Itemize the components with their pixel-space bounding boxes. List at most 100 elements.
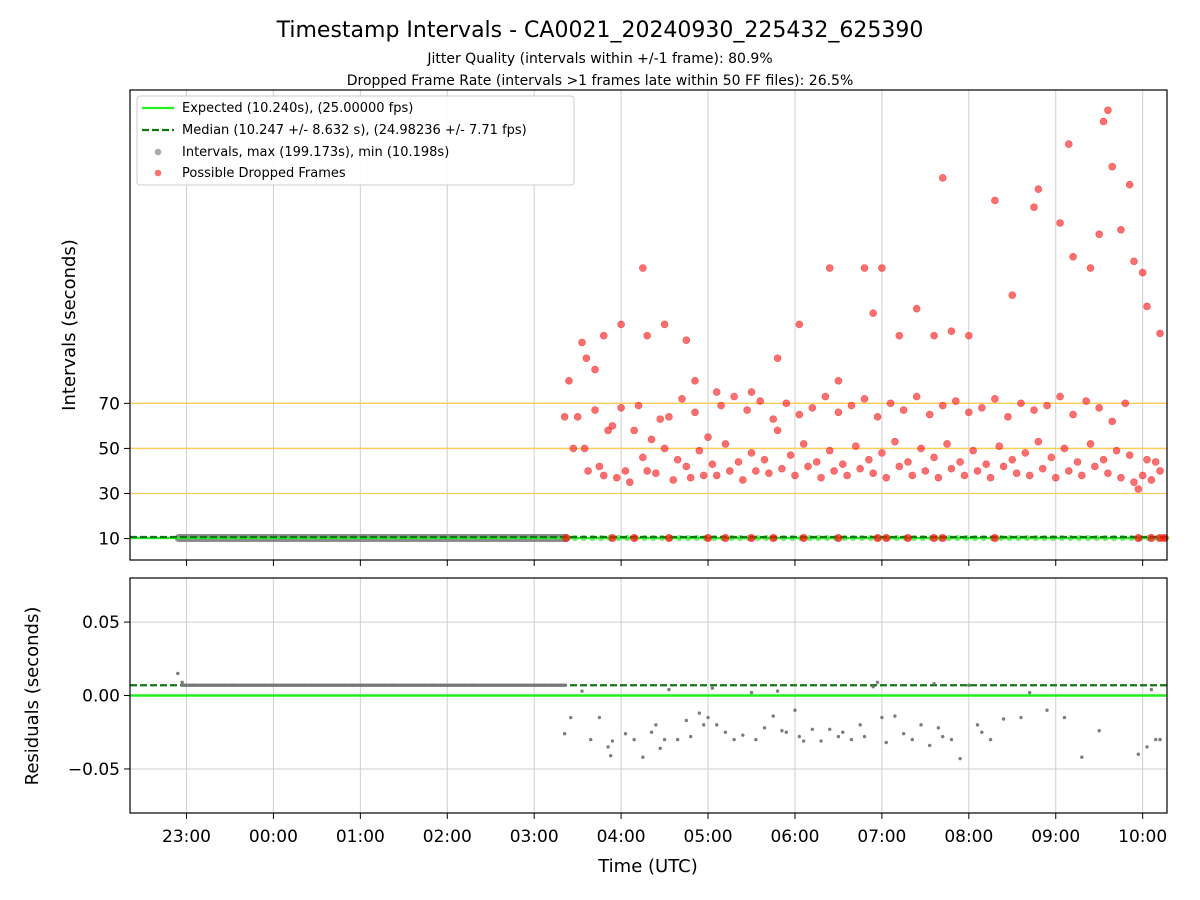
residuals-y-tick-label: 0.00: [82, 687, 120, 707]
dropped-frame-point: [778, 464, 786, 473]
dropped-frame-point: [799, 534, 808, 543]
dropped-frame-point: [769, 534, 778, 543]
dropped-frame-point: [804, 462, 812, 471]
residuals-y-tick-label: −0.05: [68, 760, 120, 780]
dropped-frame-point: [1143, 455, 1151, 464]
x-tick-label: 01:00: [336, 827, 385, 847]
dropped-frame-point: [678, 395, 686, 403]
dropped-frame-point: [1030, 203, 1038, 212]
dropped-frame-point: [769, 415, 778, 423]
dropped-frame-point: [1099, 117, 1108, 126]
dropped-frame-point: [1138, 471, 1147, 480]
dropped-frames-series: [560, 106, 1169, 543]
dropped-frame-point: [795, 320, 804, 329]
dropped-frame-point: [821, 392, 830, 401]
dropped-frame-point: [960, 471, 969, 480]
dropped-frame-point: [865, 455, 873, 464]
residual-point: [875, 680, 880, 684]
dropped-frame-point: [990, 534, 999, 543]
dropped-frame-point: [1147, 534, 1156, 543]
residual-point: [793, 708, 797, 712]
dropped-frame-point: [847, 401, 856, 410]
x-tick-label: 04:00: [597, 827, 646, 847]
dropped-frame-point: [730, 392, 738, 401]
dropped-frame-point: [1125, 180, 1134, 189]
residual-point: [632, 737, 636, 742]
residual-point: [610, 739, 615, 743]
dropped-frame-point: [1121, 399, 1130, 408]
residual-point: [1080, 755, 1084, 759]
dropped-frame-point: [930, 331, 938, 340]
dropped-frame-point: [938, 401, 947, 410]
dropped-frame-point: [1073, 458, 1082, 466]
residual-point: [784, 730, 788, 734]
dropped-frame-point: [978, 404, 986, 412]
dropped-frame-point: [852, 442, 860, 450]
dropped-frame-point: [560, 413, 569, 421]
dropped-frame-point: [786, 451, 795, 459]
dropped-frame-point: [1117, 225, 1125, 234]
dropped-frame-point: [891, 437, 899, 446]
dropped-frame-point: [1047, 453, 1056, 462]
dropped-frame-point: [991, 196, 999, 205]
dropped-frame-point: [1130, 257, 1138, 266]
residual-point: [654, 723, 658, 727]
dropped-frame-point: [982, 460, 990, 468]
legend-intervals-marker: [154, 148, 162, 156]
dropped-frame-point: [886, 399, 895, 408]
dropped-frame-point: [747, 534, 756, 543]
dropped-frame-point: [682, 336, 691, 345]
x-tick-label: 00:00: [249, 827, 298, 847]
residual-point: [1019, 715, 1023, 720]
dropped-frame-point: [1069, 410, 1077, 419]
dropped-frame-point: [1064, 467, 1073, 475]
dropped-frame-point: [812, 458, 821, 466]
residual-point: [932, 682, 936, 686]
dropped-frame-point: [912, 392, 921, 401]
legend-median-label: Median (10.247 +/- 8.632 s), (24.98236 +…: [182, 123, 527, 138]
dropped-frame-point: [584, 467, 592, 475]
figure-title: Timestamp Intervals - CA0021_20240930_22…: [276, 18, 924, 43]
dropped-frame-point: [747, 449, 756, 457]
figure-subtitle-jitter: Jitter Quality (intervals within +/-1 fr…: [426, 51, 772, 67]
dropped-frame-point: [686, 473, 695, 482]
dropped-frame-point: [647, 435, 656, 444]
dropped-frame-point: [699, 471, 708, 480]
dropped-frame-point: [1134, 485, 1143, 493]
dropped-frame-point: [873, 413, 882, 421]
intervals-y-tick-label: 10: [98, 530, 120, 550]
dropped-frame-point: [639, 264, 647, 272]
dropped-frame-point: [656, 415, 665, 423]
residual-point: [1154, 737, 1158, 742]
residual-point: [819, 739, 823, 743]
residual-point: [749, 690, 754, 695]
dropped-frame-point: [669, 476, 678, 484]
residuals-panel: −0.05 0.00 0.05 23:00 00:00 01:00 02:00 03:00 0…: [22, 577, 1168, 877]
dropped-frame-point: [1104, 469, 1112, 478]
dropped-frame-point: [1104, 106, 1112, 115]
dropped-frame-point: [569, 444, 578, 453]
residual-point: [688, 734, 693, 739]
dropped-frame-point: [643, 331, 651, 340]
dropped-frame-point: [882, 534, 891, 543]
dropped-frame-point: [643, 467, 651, 475]
dropped-frame-point: [1134, 534, 1143, 543]
dropped-frame-point: [1091, 462, 1099, 471]
dropped-frame-point: [1156, 329, 1164, 338]
dropped-frame-point: [578, 338, 586, 347]
dropped-frame-point: [1008, 455, 1017, 464]
dropped-frame-point: [582, 354, 591, 363]
dropped-frame-point: [1151, 458, 1160, 466]
dropped-frame-point: [1051, 473, 1060, 482]
dropped-frame-point: [1034, 437, 1043, 446]
dropped-frame-point: [1099, 455, 1108, 464]
dropped-frame-point: [721, 534, 730, 543]
residual-point: [658, 746, 662, 751]
dropped-frame-point: [599, 331, 608, 340]
residual-point: [927, 743, 932, 748]
dropped-frame-point: [956, 458, 964, 466]
dropped-frame-point: [947, 327, 956, 335]
legend-dropped-label: Possible Dropped Frames: [182, 166, 346, 181]
dropped-frame-point: [612, 473, 621, 482]
residuals-y-axis-label: Residuals (seconds): [22, 607, 43, 786]
